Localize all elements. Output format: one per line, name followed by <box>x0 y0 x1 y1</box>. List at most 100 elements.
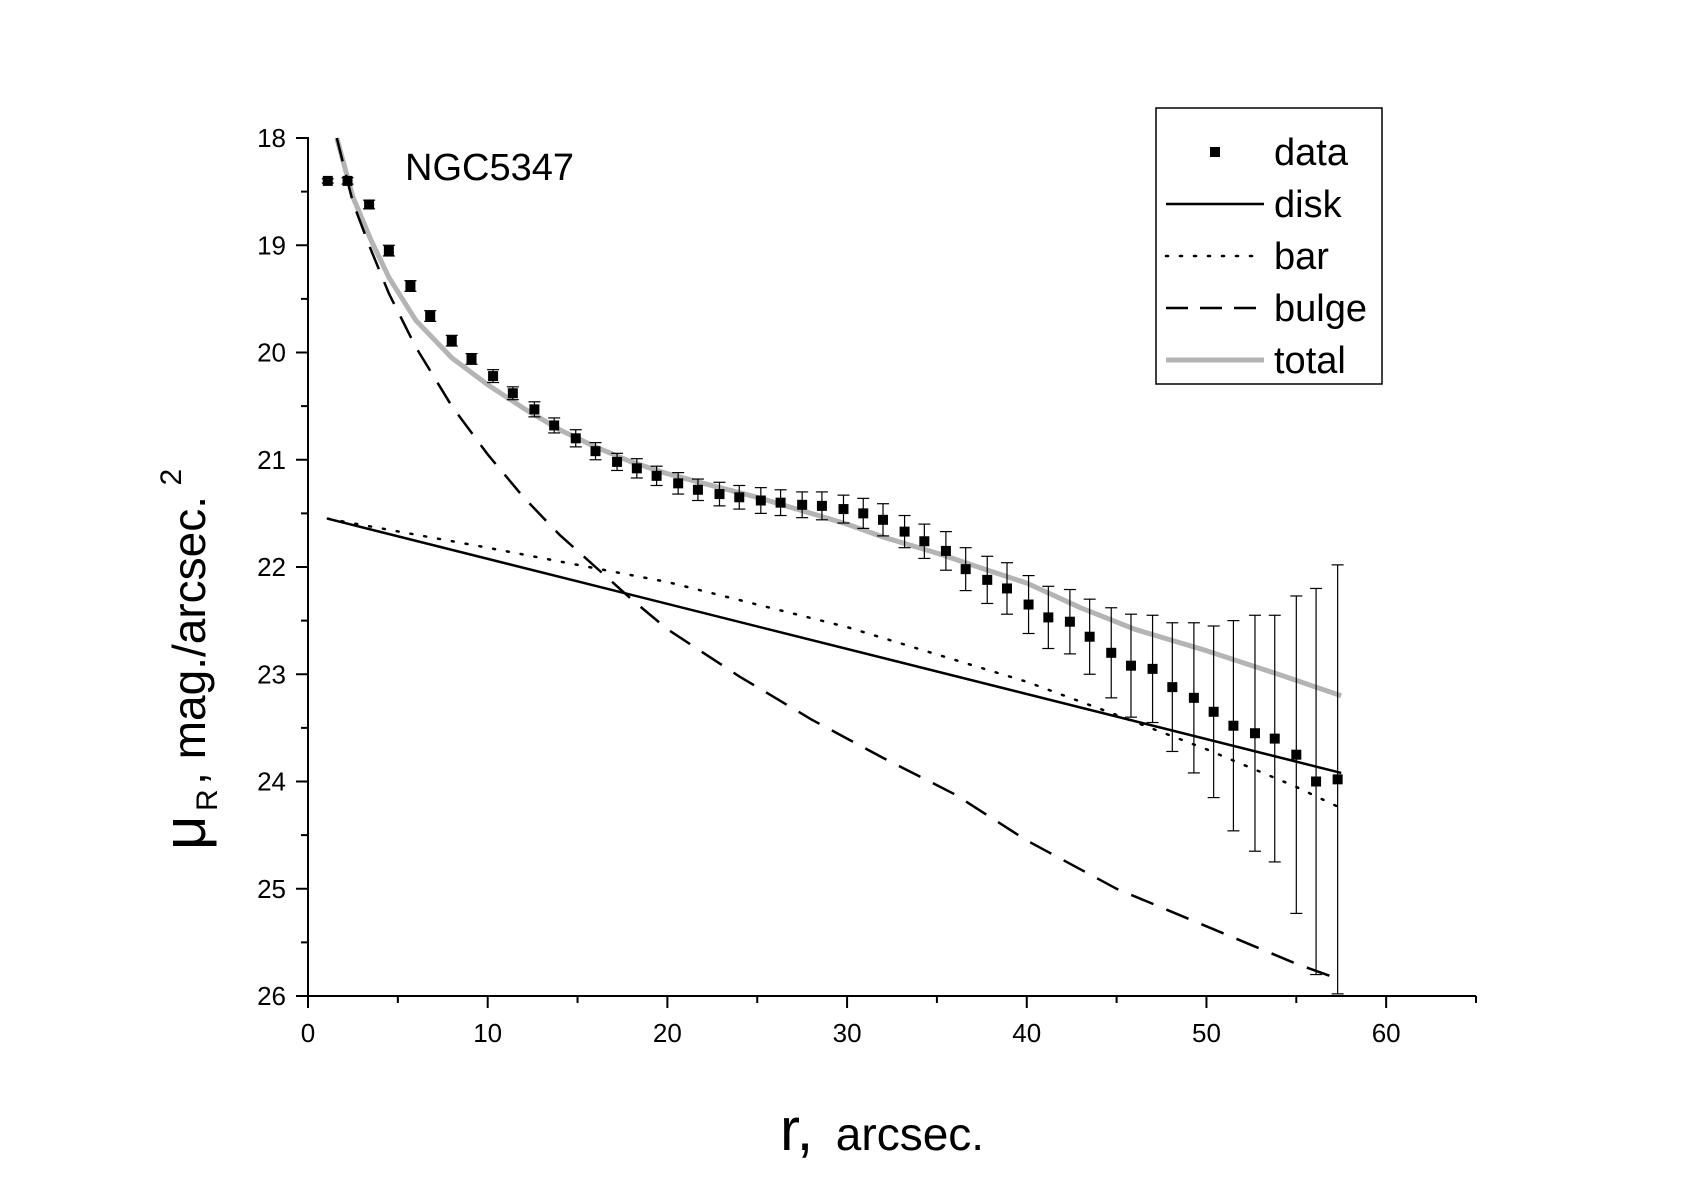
data-point <box>1166 622 1179 753</box>
data-point <box>981 555 994 605</box>
x-tick-label: 20 <box>653 1018 682 1048</box>
data-marker <box>734 492 745 503</box>
x-tick-label: 50 <box>1192 1018 1221 1048</box>
series-bar-line <box>326 517 1343 810</box>
data-marker <box>838 504 849 515</box>
data-point <box>382 244 395 257</box>
data-marker <box>1023 599 1034 610</box>
data-point <box>918 523 931 560</box>
data-marker <box>1147 663 1158 674</box>
legend-item-total: total <box>1166 340 1346 382</box>
data-marker <box>425 311 436 322</box>
data-point <box>691 478 704 502</box>
data-point <box>1331 564 1344 995</box>
svg-text:μ R , mag./arcsec.: μ R , mag./arcsec. 2 <box>151 469 224 850</box>
data-point <box>754 487 767 514</box>
data-point <box>548 417 561 434</box>
data-marker <box>364 199 375 210</box>
y-axis-title: μ R , mag./arcsec. 2 <box>151 469 224 850</box>
y-axis-title-rest: , mag./arcsec. <box>163 496 215 785</box>
data-point <box>1207 625 1220 799</box>
data-marker <box>1291 749 1302 760</box>
data-point <box>611 452 624 472</box>
data-point <box>1022 574 1035 635</box>
data-marker <box>651 470 662 481</box>
data-marker <box>570 433 581 444</box>
data-point <box>1105 607 1118 699</box>
data-point <box>713 481 726 507</box>
data-point <box>733 484 746 510</box>
data-marker <box>466 353 477 364</box>
legend: data disk bar bulge total <box>1155 107 1383 385</box>
x-axis-title-main: r, <box>780 1096 813 1163</box>
data-point <box>959 547 972 592</box>
y-tick-label: 25 <box>257 874 286 904</box>
x-tick-label: 30 <box>833 1018 862 1048</box>
data-marker <box>1188 692 1199 703</box>
x-axis-title: r, arcsec. <box>780 1096 984 1163</box>
data-marker <box>775 497 786 508</box>
svg-text:r, arcsec.: r, arcsec. <box>780 1096 984 1163</box>
data-marker <box>507 388 518 399</box>
data-point <box>341 175 354 186</box>
legend-label-bulge: bulge <box>1274 288 1367 330</box>
data-marker <box>940 545 951 556</box>
data-point <box>465 352 478 365</box>
data-point <box>1146 614 1159 724</box>
data-point <box>1083 598 1096 675</box>
data-point <box>1268 614 1281 863</box>
data-marker <box>797 499 808 510</box>
data-point <box>837 494 850 524</box>
y-tick-label: 21 <box>257 445 286 475</box>
data-marker <box>1084 631 1095 642</box>
axes: 0 10 20 30 40 50 60 18 19 20 21 22 23 24 25 26 <box>257 123 1477 1048</box>
plot-area <box>321 137 1344 995</box>
x-axis-title-rest: arcsec. <box>836 1108 984 1160</box>
annotation-galaxy-name: NGC5347 <box>405 147 574 189</box>
legend-box <box>1155 107 1383 385</box>
data-point <box>1290 595 1303 915</box>
data-marker <box>816 500 827 511</box>
data-point <box>445 334 458 347</box>
data-marker <box>1208 706 1219 717</box>
legend-item-disk: disk <box>1166 184 1343 226</box>
data-marker <box>529 404 540 415</box>
data-marker <box>1269 733 1280 744</box>
data-point <box>1063 588 1076 655</box>
y-tick-label: 18 <box>257 123 286 153</box>
data-point <box>630 458 643 479</box>
y-tick-label: 23 <box>257 659 286 689</box>
y-axis-title-mu: μ <box>151 815 218 850</box>
data-point <box>404 280 417 292</box>
legend-swatch-data <box>1210 147 1220 157</box>
x-tick-label: 10 <box>473 1018 502 1048</box>
data-point <box>1227 620 1240 832</box>
data-point <box>815 491 828 521</box>
data-marker <box>342 175 353 186</box>
data-marker <box>549 420 560 431</box>
data-point <box>569 429 582 448</box>
data-marker <box>692 484 703 495</box>
legend-label-bar: bar <box>1274 236 1329 278</box>
data-point <box>1187 622 1200 774</box>
data-marker <box>631 463 642 474</box>
y-tick-label: 20 <box>257 338 286 368</box>
data-marker <box>1311 776 1322 787</box>
data-point <box>774 489 787 517</box>
data-point <box>528 401 541 418</box>
data-point <box>857 497 870 529</box>
data-point <box>1042 585 1055 650</box>
data-point <box>1124 613 1137 718</box>
data-point <box>487 369 500 384</box>
data-point <box>424 310 437 322</box>
legend-item-bulge: bulge <box>1166 288 1367 330</box>
series-bulge-line <box>335 137 1342 982</box>
x-tick-label: 40 <box>1012 1018 1041 1048</box>
data-point <box>796 491 809 519</box>
data-marker <box>899 526 910 537</box>
series-total-line <box>334 137 1343 699</box>
y-tick-label: 22 <box>257 552 286 582</box>
data-marker <box>446 335 457 346</box>
data-point <box>589 441 602 461</box>
